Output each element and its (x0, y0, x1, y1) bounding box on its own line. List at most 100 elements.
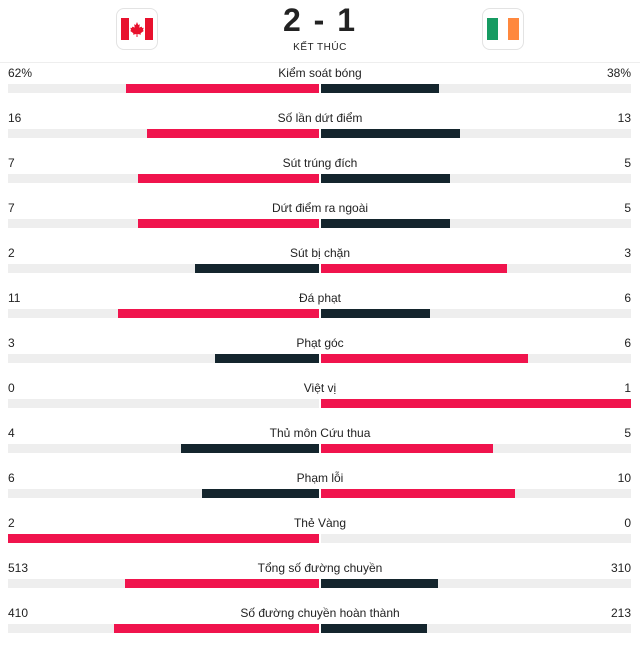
stat-row: 3 Phạt góc 6 (0, 332, 640, 377)
home-stat-bar (117, 309, 319, 318)
away-stat-value: 6 (624, 291, 631, 305)
home-stat-value: 2 (8, 246, 15, 260)
away-team-flag[interactable] (482, 8, 524, 50)
home-stat-track (8, 354, 319, 363)
away-stat-track (321, 354, 631, 363)
away-stat-bar (321, 444, 494, 453)
away-stat-value: 1 (624, 381, 631, 395)
away-stat-bar (321, 264, 507, 273)
away-stat-track (321, 84, 631, 93)
home-stat-value: 62% (8, 66, 33, 80)
stat-row: 7 Dứt điểm ra ngoài 5 (0, 197, 640, 242)
match-status: KẾT THÚC (293, 42, 347, 53)
away-stat-track (321, 399, 631, 408)
stat-row: 11 Đá phạt 6 (0, 287, 640, 332)
away-stat-bar (321, 399, 631, 408)
away-stat-track (321, 219, 631, 228)
match-score: 2 - 1 (282, 2, 358, 38)
home-stat-bar (147, 129, 319, 138)
away-stat-value: 213 (610, 606, 631, 620)
stat-row: 16 Số lần dứt điểm 13 (0, 107, 640, 152)
match-header: 2 - 1 KẾT THÚC (0, 0, 640, 63)
home-stat-bar (8, 534, 319, 543)
away-stat-value: 5 (624, 156, 631, 170)
away-stat-track (321, 489, 631, 498)
stats-list: 62% Kiểm soát bóng 38% 16 Số lần dứt điểm 13 7… (0, 62, 640, 647)
home-stat-value: 2 (8, 516, 15, 530)
home-stat-value: 0 (8, 381, 15, 395)
home-stat-bar (215, 354, 319, 363)
away-stat-bar (321, 84, 439, 93)
stat-row: 0 Việt vị 1 (0, 377, 640, 422)
home-stat-track (8, 84, 319, 93)
stat-row: 6 Phạm lỗi 10 (0, 467, 640, 512)
home-stat-value: 410 (8, 606, 29, 620)
away-stat-track (321, 129, 631, 138)
away-stat-track (321, 624, 631, 633)
home-stat-value: 3 (8, 336, 15, 350)
away-stat-value: 5 (624, 426, 631, 440)
away-stat-value: 310 (610, 561, 631, 575)
stat-label: Tổng số đường chuyền (257, 561, 383, 575)
away-stat-value: 6 (624, 336, 631, 350)
home-stat-track (8, 264, 319, 273)
home-stat-value: 6 (8, 471, 15, 485)
away-stat-value: 13 (617, 111, 631, 125)
away-stat-bar (321, 579, 438, 588)
stat-row: 7 Sút trúng đích 5 (0, 152, 640, 197)
home-stat-value: 4 (8, 426, 15, 440)
home-stat-bar (114, 624, 319, 633)
home-stat-value: 16 (8, 111, 22, 125)
away-stat-track (321, 174, 631, 183)
home-stat-track (8, 444, 319, 453)
stat-label: Số lần dứt điểm (277, 111, 363, 125)
away-stat-bar (321, 129, 460, 138)
away-stat-value: 5 (624, 201, 631, 215)
stat-row: 62% Kiểm soát bóng 38% (0, 62, 640, 107)
home-stat-bar (126, 84, 319, 93)
home-stat-bar (125, 579, 319, 588)
away-stat-track (321, 264, 631, 273)
stat-row: 2 Sút bị chặn 3 (0, 242, 640, 287)
home-stat-track (8, 129, 319, 138)
away-stat-value: 3 (624, 246, 631, 260)
home-stat-bar (180, 444, 319, 453)
stat-label: Đá phạt (298, 291, 342, 305)
home-stat-track (8, 399, 319, 408)
home-team-flag[interactable] (116, 8, 158, 50)
home-stat-track (8, 309, 319, 318)
home-stat-track (8, 579, 319, 588)
stat-label: Sút bị chặn (289, 246, 351, 260)
stat-label: Phạm lỗi (296, 471, 344, 485)
away-stat-bar (321, 219, 451, 228)
stat-row: 410 Số đường chuyền hoàn thành 213 (0, 602, 640, 647)
stat-label: Kiểm soát bóng (278, 66, 362, 80)
home-stat-value: 7 (8, 201, 15, 215)
home-stat-bar (194, 264, 319, 273)
stat-row: 513 Tổng số đường chuyền 310 (0, 557, 640, 602)
away-stat-track (321, 444, 631, 453)
away-stat-track (321, 534, 631, 543)
away-stat-bar (321, 489, 515, 498)
canada-flag-icon (121, 18, 153, 40)
home-stat-value: 11 (8, 291, 21, 305)
away-stat-track (321, 579, 631, 588)
stat-label: Việt vị (303, 381, 337, 395)
home-stat-track (8, 624, 319, 633)
stat-label: Sút trúng đích (282, 156, 358, 170)
home-stat-track (8, 219, 319, 228)
away-stat-value: 38% (606, 66, 631, 80)
home-stat-bar (137, 219, 319, 228)
home-stat-bar (137, 174, 319, 183)
away-stat-value: 10 (617, 471, 631, 485)
stat-label: Số đường chuyền hoàn thành (240, 606, 400, 620)
away-stat-value: 0 (624, 516, 631, 530)
home-stat-bar (202, 489, 319, 498)
stat-label: Thẻ Vàng (293, 516, 347, 530)
away-stat-bar (321, 354, 528, 363)
away-stat-bar (321, 624, 427, 633)
home-stat-track (8, 534, 319, 543)
home-stat-track (8, 174, 319, 183)
home-stat-track (8, 489, 319, 498)
away-stat-bar (321, 174, 451, 183)
